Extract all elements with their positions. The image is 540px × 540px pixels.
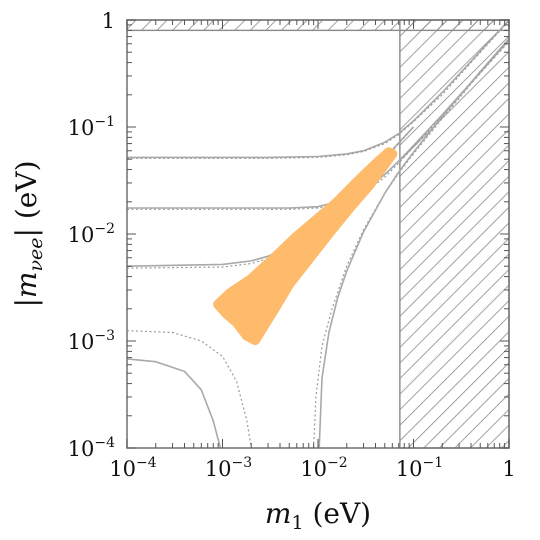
- y-axis-label-tail: |: [10, 228, 43, 237]
- x-tick-label-4-base: 1: [502, 457, 515, 481]
- y-axis-label-main: |m: [10, 272, 43, 308]
- y-tick-label-3-exp: −1: [94, 114, 115, 130]
- y-tick-label-3: 10−1: [68, 114, 115, 140]
- curve-7-dotted: [127, 330, 252, 448]
- x-tick-label-1-exp: −3: [232, 455, 253, 471]
- x-tick-label-3-base: 10: [396, 457, 423, 481]
- x-tick-label-0-exp: −4: [136, 455, 157, 471]
- allowed-region-fill: [213, 147, 398, 346]
- y-tick-label-4: 1: [102, 9, 115, 33]
- y-axis-label-sub: νee: [25, 237, 47, 271]
- allowed-scatter-region: [213, 147, 398, 346]
- x-tick-label-3: 10−1: [396, 455, 443, 481]
- curve-3-dotted: [127, 41, 509, 210]
- y-tick-label-2-base: 10: [68, 223, 95, 247]
- x-tick-label-4: 1: [502, 457, 515, 481]
- x-axis-label-sub: 1: [291, 512, 303, 534]
- y-tick-label-1: 10−3: [68, 328, 115, 354]
- x-tick-label-1-base: 10: [205, 457, 232, 481]
- x-tick-labels: 10−4 10−3 10−2 10−1 1: [109, 455, 515, 481]
- y-tick-label-0: 10−4: [68, 435, 115, 461]
- y-tick-label-1-base: 10: [68, 330, 95, 354]
- y-tick-label-2: 10−2: [68, 221, 115, 247]
- y-tick-label-4-base: 1: [102, 9, 115, 33]
- x-tick-label-2: 10−2: [300, 455, 347, 481]
- y-axis-label: |mνee| (eV): [10, 160, 47, 307]
- x-tick-label-2-exp: −2: [327, 455, 348, 471]
- y-tick-label-1-exp: −3: [94, 328, 115, 344]
- x-axis-label: m1 (eV): [265, 497, 371, 534]
- curve-0-solid: [127, 20, 509, 159]
- curve-6-solid: [127, 358, 222, 448]
- y-axis-label-unit: (eV): [10, 160, 43, 228]
- x-tick-label-3-exp: −1: [423, 455, 444, 471]
- x-tick-label-0: 10−4: [109, 455, 156, 481]
- x-tick-label-1: 10−3: [205, 455, 252, 481]
- x-tick-label-0-base: 10: [109, 457, 136, 481]
- excluded-region-mass-bound: [399, 19, 510, 449]
- y-tick-label-2-exp: −2: [94, 221, 115, 237]
- curve-9-solid: [318, 38, 509, 448]
- y-tick-label-0-base: 10: [68, 437, 95, 461]
- axis-ticks: [126, 19, 510, 449]
- x-tick-label-2-base: 10: [300, 457, 327, 481]
- x-axis-label-main: m: [265, 497, 292, 530]
- y-tick-label-0-exp: −4: [94, 435, 115, 451]
- y-tick-labels: 10−410−310−210−11: [68, 9, 115, 461]
- y-tick-label-3-base: 10: [68, 116, 95, 140]
- x-axis-label-unit: (eV): [304, 497, 372, 530]
